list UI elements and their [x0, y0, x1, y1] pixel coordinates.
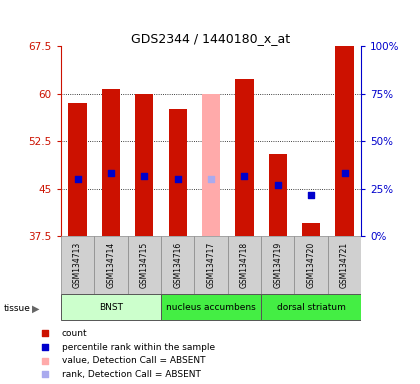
Bar [261, 294, 361, 320]
Text: value, Detection Call = ABSENT: value, Detection Call = ABSENT [62, 356, 205, 365]
Text: BNST: BNST [99, 303, 123, 312]
Bar [68, 103, 87, 236]
Text: GSM134715: GSM134715 [140, 242, 149, 288]
Text: rank, Detection Call = ABSENT: rank, Detection Call = ABSENT [62, 370, 201, 379]
Bar [168, 109, 187, 236]
Point [341, 170, 348, 176]
Bar [294, 236, 328, 294]
Bar [235, 79, 254, 236]
Bar [302, 223, 320, 236]
Bar [269, 154, 287, 236]
Bar [202, 94, 220, 236]
Point [74, 176, 81, 182]
Bar [194, 236, 228, 294]
Bar [161, 236, 194, 294]
Point [42, 371, 48, 377]
Text: GSM134716: GSM134716 [173, 242, 182, 288]
Text: GSM134718: GSM134718 [240, 242, 249, 288]
Point [141, 173, 148, 179]
Bar [102, 89, 120, 236]
Bar [61, 236, 94, 294]
Text: ▶: ▶ [32, 303, 39, 313]
Point [42, 344, 48, 350]
Point [42, 330, 48, 336]
Bar [128, 236, 161, 294]
Text: nucleus accumbens: nucleus accumbens [166, 303, 256, 312]
Bar [94, 236, 128, 294]
Bar [61, 294, 161, 320]
Bar [328, 236, 361, 294]
Point [308, 192, 315, 198]
Text: count: count [62, 329, 88, 338]
Point [42, 358, 48, 364]
Bar [335, 46, 354, 236]
Text: GSM134720: GSM134720 [307, 242, 316, 288]
Text: dorsal striatum: dorsal striatum [277, 303, 346, 312]
Bar [261, 236, 294, 294]
Bar [135, 94, 153, 236]
Point [274, 182, 281, 189]
Bar [161, 294, 261, 320]
Text: GSM134713: GSM134713 [73, 242, 82, 288]
Title: GDS2344 / 1440180_x_at: GDS2344 / 1440180_x_at [131, 32, 291, 45]
Point [208, 176, 215, 182]
Bar [228, 236, 261, 294]
Text: GSM134721: GSM134721 [340, 242, 349, 288]
Point [108, 170, 114, 176]
Text: tissue: tissue [4, 304, 31, 313]
Point [241, 173, 248, 179]
Point [174, 176, 181, 182]
Text: GSM134714: GSM134714 [106, 242, 116, 288]
Text: percentile rank within the sample: percentile rank within the sample [62, 343, 215, 352]
Text: GSM134719: GSM134719 [273, 242, 282, 288]
Text: GSM134717: GSM134717 [207, 242, 215, 288]
